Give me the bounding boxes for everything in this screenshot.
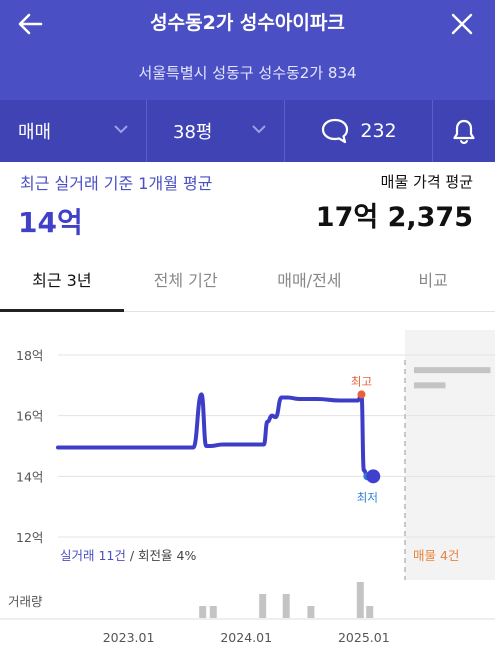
close-icon[interactable]	[446, 8, 478, 40]
x-tick-label: 2024.01	[220, 630, 272, 645]
price-line	[56, 392, 376, 479]
page-title: 성수동2가 성수아이파크	[150, 12, 345, 34]
listing-count: 매물 4건	[413, 548, 459, 563]
deal-count: 실거래 11건	[60, 548, 130, 563]
high-marker	[357, 390, 366, 399]
tab-all-period[interactable]: 전체 기간	[153, 271, 218, 290]
trade-type-dropdown[interactable]: 매매	[0, 100, 146, 162]
listing-price-value: 17억 2,375	[315, 202, 473, 233]
high-label: 최고	[351, 374, 372, 388]
x-tick-label: 2023.01	[103, 630, 155, 645]
tab-sale-jeonse[interactable]: 매매/전세	[277, 271, 342, 290]
y-tick-label: 18억	[16, 348, 43, 363]
volume-bar	[282, 594, 290, 618]
app-header: 성수동2가 성수아이파크 서울특별시 성동구 성수동2가 834	[0, 0, 495, 100]
volume-label: 거래량	[8, 594, 43, 609]
chevron-down-icon	[252, 125, 266, 134]
comment-count: 232	[360, 120, 397, 142]
volume-bar	[209, 606, 217, 618]
x-tick-label: 2025.01	[338, 630, 390, 645]
notification-button[interactable]	[432, 100, 495, 162]
recent-deal-label: 최근 실거래 기준 1개월 평균	[20, 174, 213, 193]
tab-recent-3y[interactable]: 최근 3년	[0, 258, 124, 312]
trade-type-label: 매매	[18, 122, 52, 143]
volume-bar	[356, 582, 364, 618]
listing-bar	[414, 382, 446, 389]
y-tick-label: 16억	[16, 409, 43, 424]
chevron-down-icon	[114, 125, 128, 134]
listing-bar	[414, 367, 491, 374]
speech-bubble-icon	[322, 118, 349, 144]
listing-price-label: 매물 가격 평균	[380, 173, 473, 191]
volume-bar	[366, 606, 374, 618]
low-label: 최저	[357, 490, 378, 504]
address-text: 서울특별시 성동구 성수동2가 834	[138, 64, 357, 82]
deal-summary: 실거래 11건 / 회전율 4%	[60, 548, 196, 563]
bell-icon	[453, 119, 475, 145]
volume-bar	[199, 606, 207, 618]
size-label: 38평	[173, 122, 213, 143]
y-tick-label: 12억	[16, 530, 43, 545]
volume-bar	[307, 606, 315, 618]
arrow-left-icon[interactable]	[14, 8, 48, 40]
comments-button[interactable]: 232	[284, 100, 432, 162]
y-tick-label: 14억	[16, 469, 43, 484]
current-price-dot	[366, 469, 381, 484]
period-tabs: 최근 3년 전체 기간 매매/전세 비교	[0, 258, 495, 312]
volume-bar	[259, 594, 267, 618]
turnover-rate: / 회전율 4%	[130, 548, 197, 563]
size-dropdown[interactable]: 38평	[146, 100, 284, 162]
tab-compare[interactable]: 비교	[418, 271, 448, 290]
filter-bar: 매매 38평 232	[0, 100, 495, 162]
recent-deal-value: 14억	[18, 206, 83, 239]
